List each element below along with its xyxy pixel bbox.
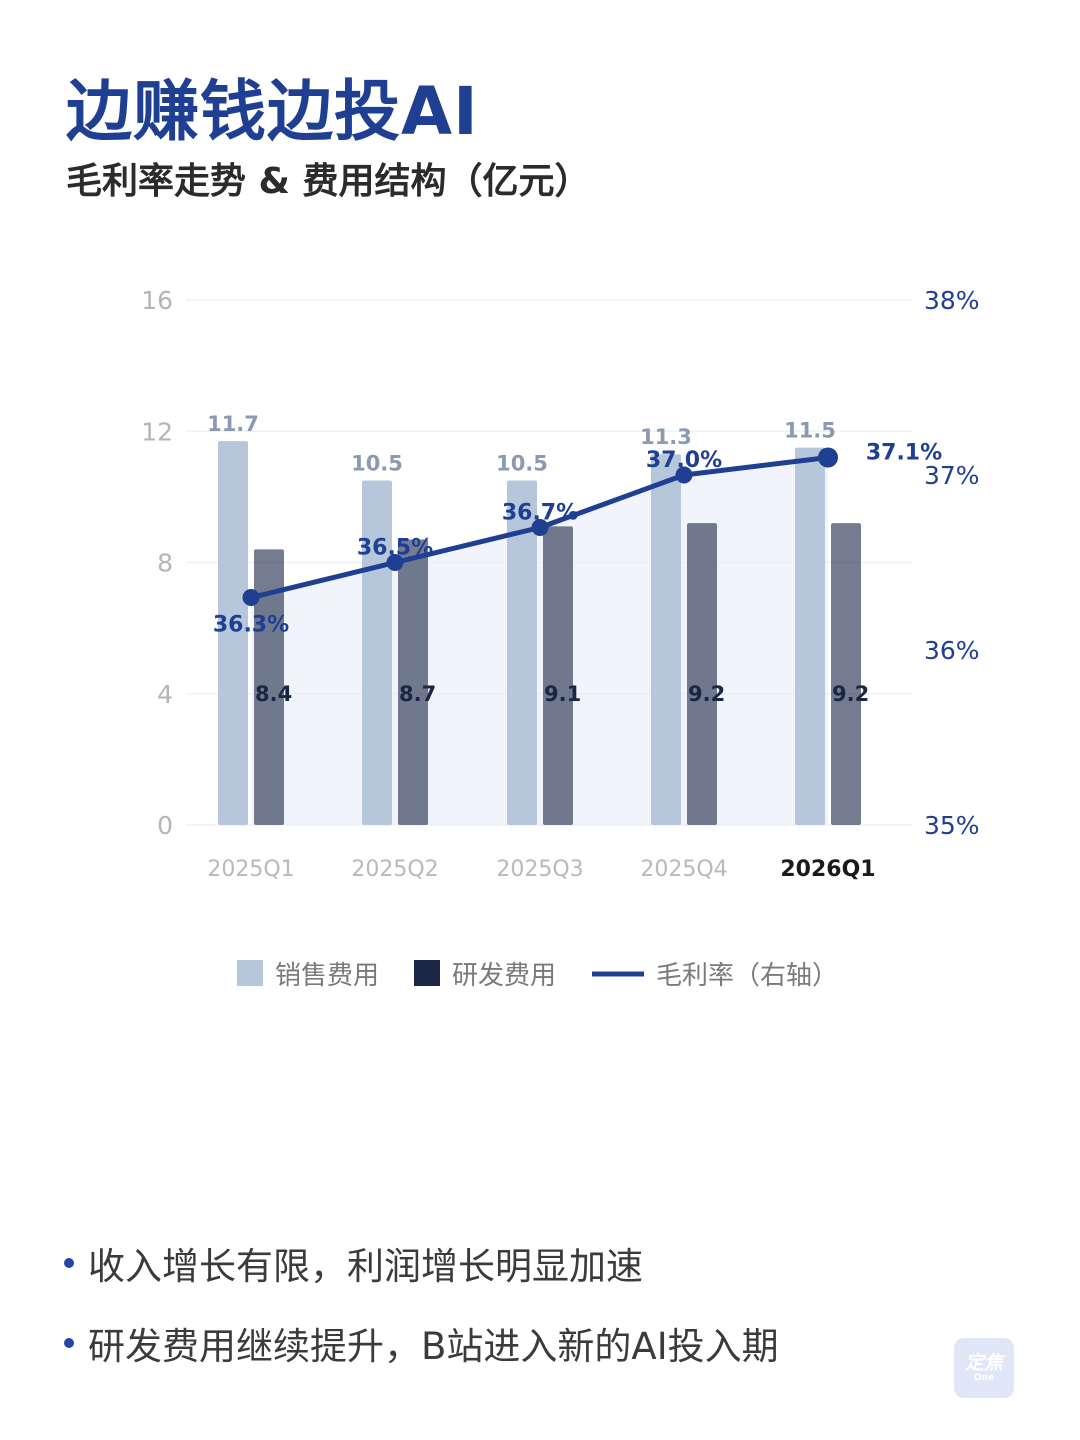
bar-sales-label: 10.5 [351,451,403,475]
legend-label-rd: 研发费用 [452,961,556,991]
legend-swatch-sales [237,960,263,986]
margin-label: 37.0% [646,448,722,473]
legend-swatch-rd [414,960,440,986]
bar-rd [398,539,428,825]
page-subtitle: 毛利率走势 & 费用结构（亿元） [66,161,591,202]
bar-sales [507,480,537,825]
x-tick-label: 2025Q1 [207,857,294,882]
bar-sales-label: 11.7 [207,412,259,436]
y-left-tick-label: 12 [141,417,173,446]
x-tick-label: 2025Q2 [351,857,438,882]
brand-badge: 定焦 One [954,1338,1014,1398]
bar-rd [687,523,717,825]
bar-sales [362,480,392,825]
x-tick-label: 2025Q3 [496,857,583,882]
margin-point [242,589,260,606]
bar-rd-label: 8.7 [399,682,436,706]
bar-sales [795,447,825,825]
y-left-tick-label: 8 [157,549,173,578]
bar-sales-label: 11.5 [784,419,836,443]
combo-chart: 11.7 10.5 10.5 11.3 11.5 8.4 8.7 9.1 9.2 9.2 36.3%… [141,286,980,991]
y-left-tick-label: 0 [157,811,173,840]
margin-point [386,554,404,571]
bar-rd [831,523,861,825]
y-right-tick-label: 35% [924,811,980,840]
bullet-dot [64,1338,74,1348]
margin-label: 36.7% [502,501,578,526]
bar-sales-label: 10.5 [496,451,548,475]
bar-rd-label: 9.2 [832,682,869,706]
margin-point [818,447,838,468]
x-tick-label: 2025Q4 [640,857,727,882]
margin-point [675,466,693,484]
margin-label: 36.3% [213,613,289,638]
brand-badge-text: 定焦 [964,1352,1003,1374]
bar-rd-label: 8.4 [255,682,292,706]
margin-point [531,519,549,536]
legend-label-sales: 销售费用 [275,961,379,991]
margin-label: 36.5% [357,536,433,561]
bar-sales-label: 11.3 [640,425,692,449]
bullet-dot [64,1258,74,1268]
margin-area [251,457,828,825]
bullet-text: 研发费用继续提升，B站进入新的AI投入期 [88,1325,779,1368]
legend-label-margin: 毛利率（右轴） [656,961,838,991]
bullet-text: 收入增长有限，利润增长明显加速 [88,1245,643,1288]
bullet-item: 收入增长有限，利润增长明显加速 [64,1236,643,1290]
y-right-tick-label: 36% [924,636,980,665]
y-right-tick-label: 38% [924,286,980,315]
y-left-tick-label: 4 [157,680,173,709]
bullet-item: 研发费用继续提升，B站进入新的AI投入期 [64,1316,779,1370]
y-right-tick-label: 37% [924,461,980,490]
bar-rd [254,549,284,825]
y-left-tick-label: 16 [141,286,173,315]
margin-label: 37.1% [866,441,942,466]
bar-sales [651,454,681,825]
page-title: 边赚钱边投AI [66,73,479,150]
brand-badge-sub: One [973,1373,995,1383]
bar-rd [543,526,573,825]
bar-rd-label: 9.1 [544,682,581,706]
bar-rd-label: 9.2 [688,682,725,706]
bar-sales [218,441,248,825]
x-tick-label: 2026Q1 [780,857,875,882]
